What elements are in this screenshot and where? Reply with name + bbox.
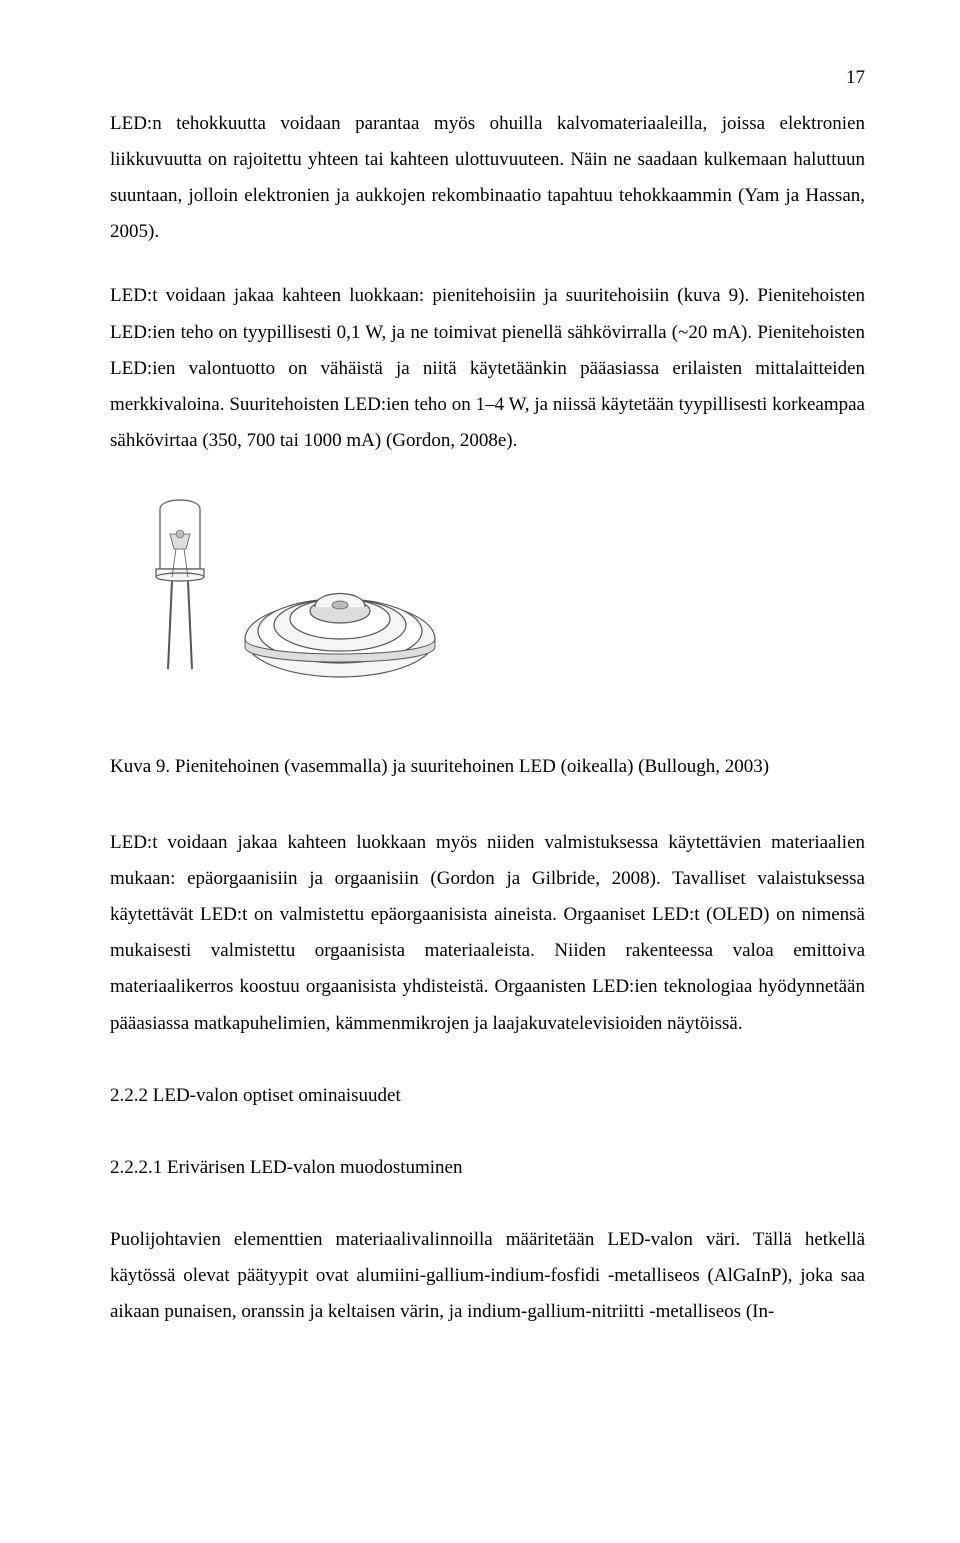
paragraph-1: LED:n tehokkuutta voidaan parantaa myös … <box>110 106 865 250</box>
paragraph-3: LED:t voidaan jakaa kahteen luokkaan myö… <box>110 825 865 1042</box>
figure-9-caption: Kuva 9. Pienitehoinen (vasemmalla) ja su… <box>110 749 865 785</box>
paragraph-2: LED:t voidaan jakaa kahteen luokkaan: pi… <box>110 278 865 458</box>
section-heading-2-2-2: 2.2.2 LED-valon optiset ominaisuudet <box>110 1078 865 1114</box>
small-led-icon <box>156 500 204 669</box>
subsection-heading-2-2-2-1: 2.2.2.1 Erivärisen LED-valon muodostumin… <box>110 1150 865 1186</box>
high-power-led-icon <box>245 593 435 677</box>
page-number: 17 <box>110 60 865 96</box>
figure-9-led-images <box>110 489 865 719</box>
paragraph-4: Puolijohtavien elementtien materiaalival… <box>110 1222 865 1330</box>
